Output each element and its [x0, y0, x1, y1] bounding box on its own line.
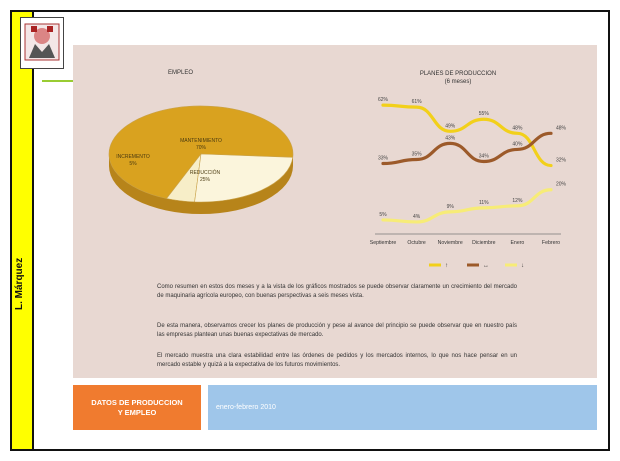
data-label-s2-1: 33% — [378, 156, 389, 162]
pie-value-1: 70% — [196, 145, 207, 151]
line-chart-title-text: PLANES DE PRODUCCION — [419, 71, 497, 77]
x-tick-label-1: Septiembre — [370, 240, 397, 246]
data-label-s3-3: 9% — [447, 204, 455, 210]
pie-value-3: 25% — [200, 177, 211, 183]
data-label-s1-2: 61% — [412, 99, 423, 105]
pie-slice-1 — [108, 105, 294, 199]
footer-date: enero-febrero 2010 — [216, 404, 276, 411]
pie-label-3: REDUCCIÓN — [190, 169, 221, 176]
data-label-s2-3: 43% — [445, 135, 456, 141]
pie-chart-title: EMPLEO — [168, 70, 194, 76]
footer-title-line2: Y EMPLEO — [117, 407, 157, 417]
series-line-2 — [381, 131, 553, 166]
data-label-s3-5: 12% — [512, 198, 523, 204]
data-label-s1-3: 49% — [445, 123, 456, 129]
series-line-1 — [381, 103, 553, 168]
x-tick-label-4: Diciembre — [472, 240, 495, 246]
data-label-s3-4: 11% — [479, 200, 489, 206]
data-label-s2-5: 40% — [512, 141, 523, 147]
x-tick-label-2: Octubre — [407, 240, 426, 246]
line-chart-title: PLANES DE PRODUCCION (6 meses) — [403, 70, 513, 86]
line-chart-subtitle: (6 meses) — [444, 79, 472, 85]
seal-icon — [24, 23, 60, 61]
logo-seal — [20, 17, 64, 69]
pie-label-1: MANTENIMIENTO — [180, 138, 222, 144]
accent-line — [42, 80, 74, 82]
data-label-s3-6: 20% — [556, 182, 567, 188]
charts-area: MANTENIMIENTO70%INCREMENTO5%REDUCCIÓN25%… — [108, 97, 567, 269]
data-label-s1-6: 32% — [556, 158, 567, 164]
pie-value-2: 5% — [129, 161, 137, 167]
author-sidebar: L. Márquez — [12, 12, 34, 449]
data-label-s3-1: 5% — [379, 212, 387, 218]
paragraph-1: Como resumen en estos dos meses y a la v… — [157, 284, 517, 299]
data-label-s1-5: 48% — [512, 125, 523, 131]
data-label-s2-6: 48% — [556, 125, 567, 131]
series-line-3 — [381, 188, 553, 224]
footer-date-box: enero-febrero 2010 — [208, 385, 597, 430]
paragraph-3: El mercado muestra una clara estabilidad… — [157, 353, 517, 368]
footer-title-box: DATOS DE PRODUCCION Y EMPLEO — [73, 385, 201, 430]
pie-label-2: INCREMENTO — [116, 154, 150, 160]
legend-label-1: ↑ — [445, 263, 448, 269]
author-label: L. Márquez — [14, 257, 25, 310]
slide-content: MANTENIMIENTO 70% INCREMENTO 5% REDUCCIÓN 25%… — [73, 45, 597, 378]
x-tick-label-3: Noviembre — [438, 240, 463, 246]
x-tick-label-5: Enero — [510, 240, 524, 246]
legend-label-2: ↔ — [483, 263, 489, 269]
data-label-s3-2: 4% — [413, 214, 421, 220]
legend-label-3: ↓ — [521, 263, 524, 269]
data-label-s2-2: 35% — [412, 152, 423, 158]
data-label-s1-4: 55% — [479, 111, 490, 117]
footer-title-line1: DATOS DE PRODUCCION — [91, 397, 183, 407]
paragraph-2: De esta manera, observamos crecer los pl… — [157, 323, 517, 338]
x-tick-label-6: Febrero — [542, 240, 560, 246]
pie-slice-3 — [194, 153, 294, 203]
data-label-s1-1: 62% — [378, 97, 389, 103]
data-label-s2-4: 34% — [479, 154, 490, 160]
slide-frame: L. Márquez MANTENIMIENTO 70% INCREMENTO 5% R… — [10, 10, 610, 451]
